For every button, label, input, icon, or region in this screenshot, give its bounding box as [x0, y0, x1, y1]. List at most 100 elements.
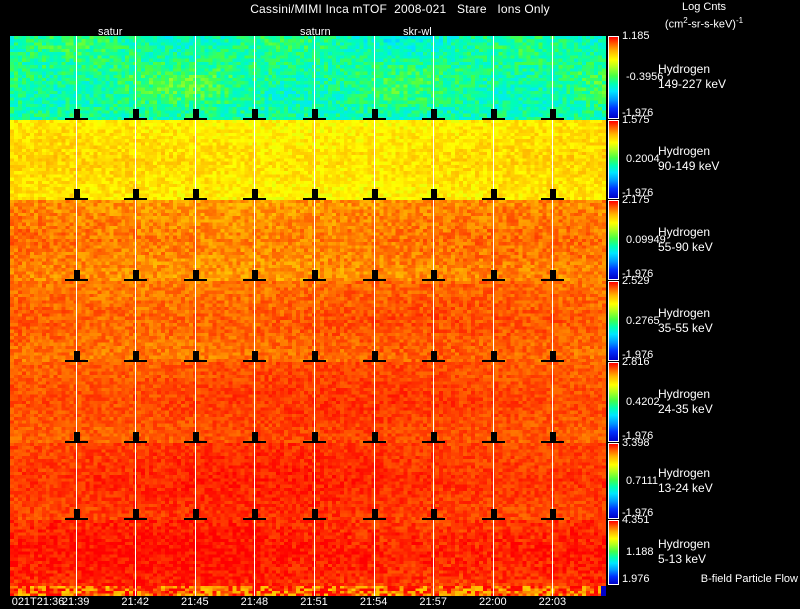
time-strip-grid-line — [433, 586, 434, 596]
species-name: Hydrogen — [658, 305, 711, 320]
grid-line-vertical — [314, 281, 315, 362]
grid-line-vertical — [135, 281, 136, 362]
energy-range: 90-149 keV — [658, 159, 720, 173]
colorbar-units: (cm2-sr-s-keV)-1 — [614, 14, 794, 32]
grid-line-vertical — [76, 120, 77, 200]
overlay-label-skrwl: skr-wl — [403, 26, 432, 38]
grid-line-vertical — [195, 362, 196, 443]
colorbar[interactable] — [608, 520, 619, 585]
grid-line-vertical — [195, 36, 196, 120]
grid-line-vertical — [76, 200, 77, 281]
grid-line-vertical — [433, 281, 434, 362]
grid-line-vertical — [552, 200, 553, 281]
spectrogram-plot-area[interactable] — [10, 36, 606, 586]
energy-range: 13-24 keV — [658, 480, 713, 495]
species-name: Hydrogen — [658, 62, 711, 76]
grid-line-vertical — [76, 281, 77, 362]
grid-line-vertical — [552, 520, 553, 586]
grid-line-vertical — [314, 36, 315, 120]
units-pre: (cm — [664, 18, 684, 31]
grid-line-vertical — [195, 200, 196, 281]
colorbar[interactable] — [608, 36, 619, 119]
spectrogram-panel[interactable] — [10, 443, 606, 520]
time-strip-grid-line — [195, 586, 196, 596]
grid-line-vertical — [493, 281, 494, 362]
colorbar-max-label: 1.185 — [622, 30, 650, 42]
panel-canvas-holder — [10, 120, 606, 200]
panel-canvas-holder — [10, 443, 606, 520]
colorbar-max-label: 2.529 — [622, 275, 650, 287]
grid-line-vertical — [254, 120, 255, 200]
species-name: Hydrogen — [658, 144, 711, 158]
species-name: Hydrogen — [658, 465, 711, 480]
panel-image — [10, 36, 606, 120]
panel-canvas-holder — [10, 520, 606, 586]
colorbar-mid-label: 0.4202 — [626, 395, 660, 408]
colorbar[interactable] — [608, 443, 619, 519]
spectrogram-panel[interactable] — [10, 36, 606, 120]
energy-range: 35-55 keV — [658, 320, 713, 335]
panel-canvas-holder — [10, 281, 606, 362]
colorbar-min-label: -1.976 — [622, 507, 654, 519]
grid-line-vertical — [195, 443, 196, 520]
grid-line-vertical — [254, 520, 255, 586]
x-axis-tick-label: 21:42 — [121, 596, 149, 608]
overlay-label-saturn-1: satur — [98, 26, 123, 38]
grid-line-vertical — [195, 281, 196, 362]
colorbar-mid-label: 1.188 — [626, 546, 654, 558]
spectrogram-panel[interactable] — [10, 520, 606, 586]
panel-canvas-holder — [10, 200, 606, 281]
colorbar-title-text: Log Cnts — [681, 1, 727, 13]
panel-species-label: Hydrogen 90-149 keV — [658, 144, 719, 174]
grid-line-vertical — [195, 520, 196, 586]
colorbar-mid-label: 0.2765 — [626, 314, 660, 327]
colorbar-mid-label: 0.7111 — [626, 474, 659, 487]
spectrogram-panel[interactable] — [10, 362, 606, 443]
panel-image — [10, 443, 606, 520]
energy-range: 149-227 keV — [658, 77, 727, 91]
grid-line-vertical — [552, 443, 553, 520]
colorbar-min-label: -1.976 — [622, 349, 654, 361]
grid-line-vertical — [433, 520, 434, 586]
time-strip-grid-line — [254, 586, 255, 596]
colorbar[interactable] — [608, 200, 619, 280]
panel-species-label: Hydrogen 24-35 keV — [658, 387, 713, 417]
x-axis-tick-label: 21:57 — [419, 596, 447, 608]
grid-line-vertical — [374, 200, 375, 281]
colorbar-min-label: -1.976 — [622, 187, 654, 199]
grid-line-vertical — [314, 120, 315, 200]
grid-line-vertical — [76, 443, 77, 520]
x-axis-tick-label: 22:03 — [538, 596, 567, 608]
grid-line-vertical — [433, 443, 434, 520]
colorbar-min-label: -1.976 — [622, 430, 654, 442]
panel-species-label: Hydrogen 5-13 keV — [658, 537, 710, 567]
species-name: Hydrogen — [658, 224, 711, 239]
colorbar[interactable] — [608, 281, 619, 361]
x-axis-tick-label: 21:51 — [300, 596, 328, 608]
time-strip-image — [10, 586, 606, 596]
grid-line-vertical — [433, 200, 434, 281]
grid-line-vertical — [314, 200, 315, 281]
grid-line-vertical — [254, 362, 255, 443]
x-axis: 021T21:36 21:39 21:42 21:45 21:48 21:51 21:54 2… — [0, 596, 620, 609]
time-strip-grid-line — [552, 586, 553, 596]
units-sup: 2 — [683, 16, 688, 25]
colorbar-max-label: 2.816 — [622, 356, 650, 368]
species-name: Hydrogen — [658, 537, 711, 551]
species-name: Hydrogen — [658, 386, 711, 401]
colorbar-mid-label: 0.09949 — [626, 233, 666, 246]
colorbar[interactable] — [608, 362, 619, 442]
panel-species-label: Hydrogen 55-90 keV — [658, 225, 713, 255]
grid-line-vertical — [76, 36, 77, 120]
spectrogram-panel[interactable] — [10, 120, 606, 200]
grid-line-vertical — [552, 36, 553, 120]
spectrogram-panel[interactable] — [10, 200, 606, 281]
spectrogram-panel[interactable] — [10, 281, 606, 362]
bfield-annotation: B-field Particle Flow — [700, 573, 798, 585]
panel-canvas-holder — [10, 36, 606, 120]
time-strip-grid-line — [135, 586, 136, 596]
colorbar[interactable] — [608, 120, 619, 199]
time-strip-grid-line — [76, 586, 77, 596]
page-title: Cassini/MIMI Inca mTOF 2008-021 Stare Io… — [250, 2, 550, 16]
